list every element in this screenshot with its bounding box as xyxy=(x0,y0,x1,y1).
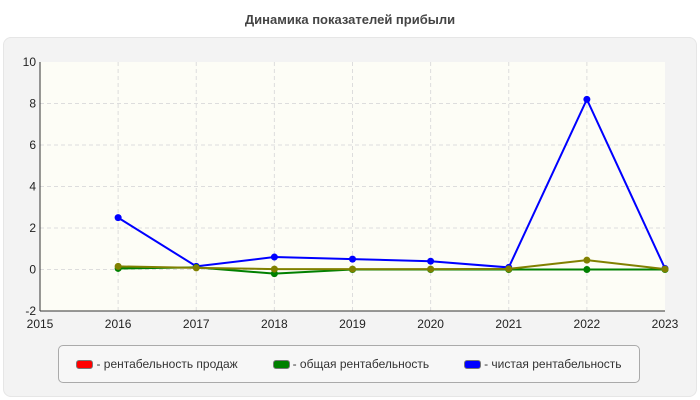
legend-item-total[interactable]: - общая рентабельность xyxy=(272,357,430,371)
legend-label: - общая рентабельность xyxy=(292,357,430,371)
data-point xyxy=(114,262,122,270)
data-point xyxy=(270,265,278,273)
data-point xyxy=(427,257,435,265)
x-tick-label: 2022 xyxy=(574,317,601,331)
data-point xyxy=(427,265,435,273)
legend-swatch xyxy=(76,359,94,369)
data-point xyxy=(349,265,356,273)
data-point xyxy=(349,255,356,263)
legend-item-sales[interactable]: - рентабельность продаж xyxy=(76,357,238,371)
data-point xyxy=(270,253,278,261)
y-tick-label: 4 xyxy=(29,180,36,194)
x-tick-label: 2020 xyxy=(417,317,444,331)
data-point xyxy=(583,266,591,273)
x-tick-label: 2018 xyxy=(261,317,288,331)
y-tick-label: 8 xyxy=(29,97,36,111)
y-tick-label: 2 xyxy=(29,221,36,235)
legend: - рентабельность продаж - общая рентабел… xyxy=(58,345,640,383)
legend-item-net[interactable]: - чистая рентабельность xyxy=(464,357,622,371)
legend-label: - чистая рентабельность xyxy=(484,357,622,371)
data-point xyxy=(583,256,591,264)
data-point xyxy=(505,265,513,273)
x-tick-label: 2016 xyxy=(105,317,132,331)
y-tick-label: 10 xyxy=(23,55,37,69)
data-point xyxy=(192,264,200,272)
chart-title: Динамика показателей прибыли xyxy=(244,12,456,27)
x-tick-label: 2021 xyxy=(495,317,522,331)
legend-swatch xyxy=(272,359,290,369)
data-point xyxy=(583,95,591,103)
x-tick-label: 2015 xyxy=(27,317,54,331)
x-tick-label: 2017 xyxy=(183,317,210,331)
x-tick-label: 2019 xyxy=(339,317,366,331)
series-line xyxy=(118,259,666,271)
series-line xyxy=(117,96,666,269)
y-tick-label: -2 xyxy=(25,304,36,318)
legend-label: - рентабельность продаж xyxy=(96,357,238,371)
data-point xyxy=(661,265,669,273)
x-tick-label: 2023 xyxy=(652,317,679,331)
y-tick-label: 0 xyxy=(29,263,36,277)
y-tick-label: 6 xyxy=(29,138,36,152)
data-point xyxy=(114,214,122,222)
legend-swatch xyxy=(464,359,482,369)
